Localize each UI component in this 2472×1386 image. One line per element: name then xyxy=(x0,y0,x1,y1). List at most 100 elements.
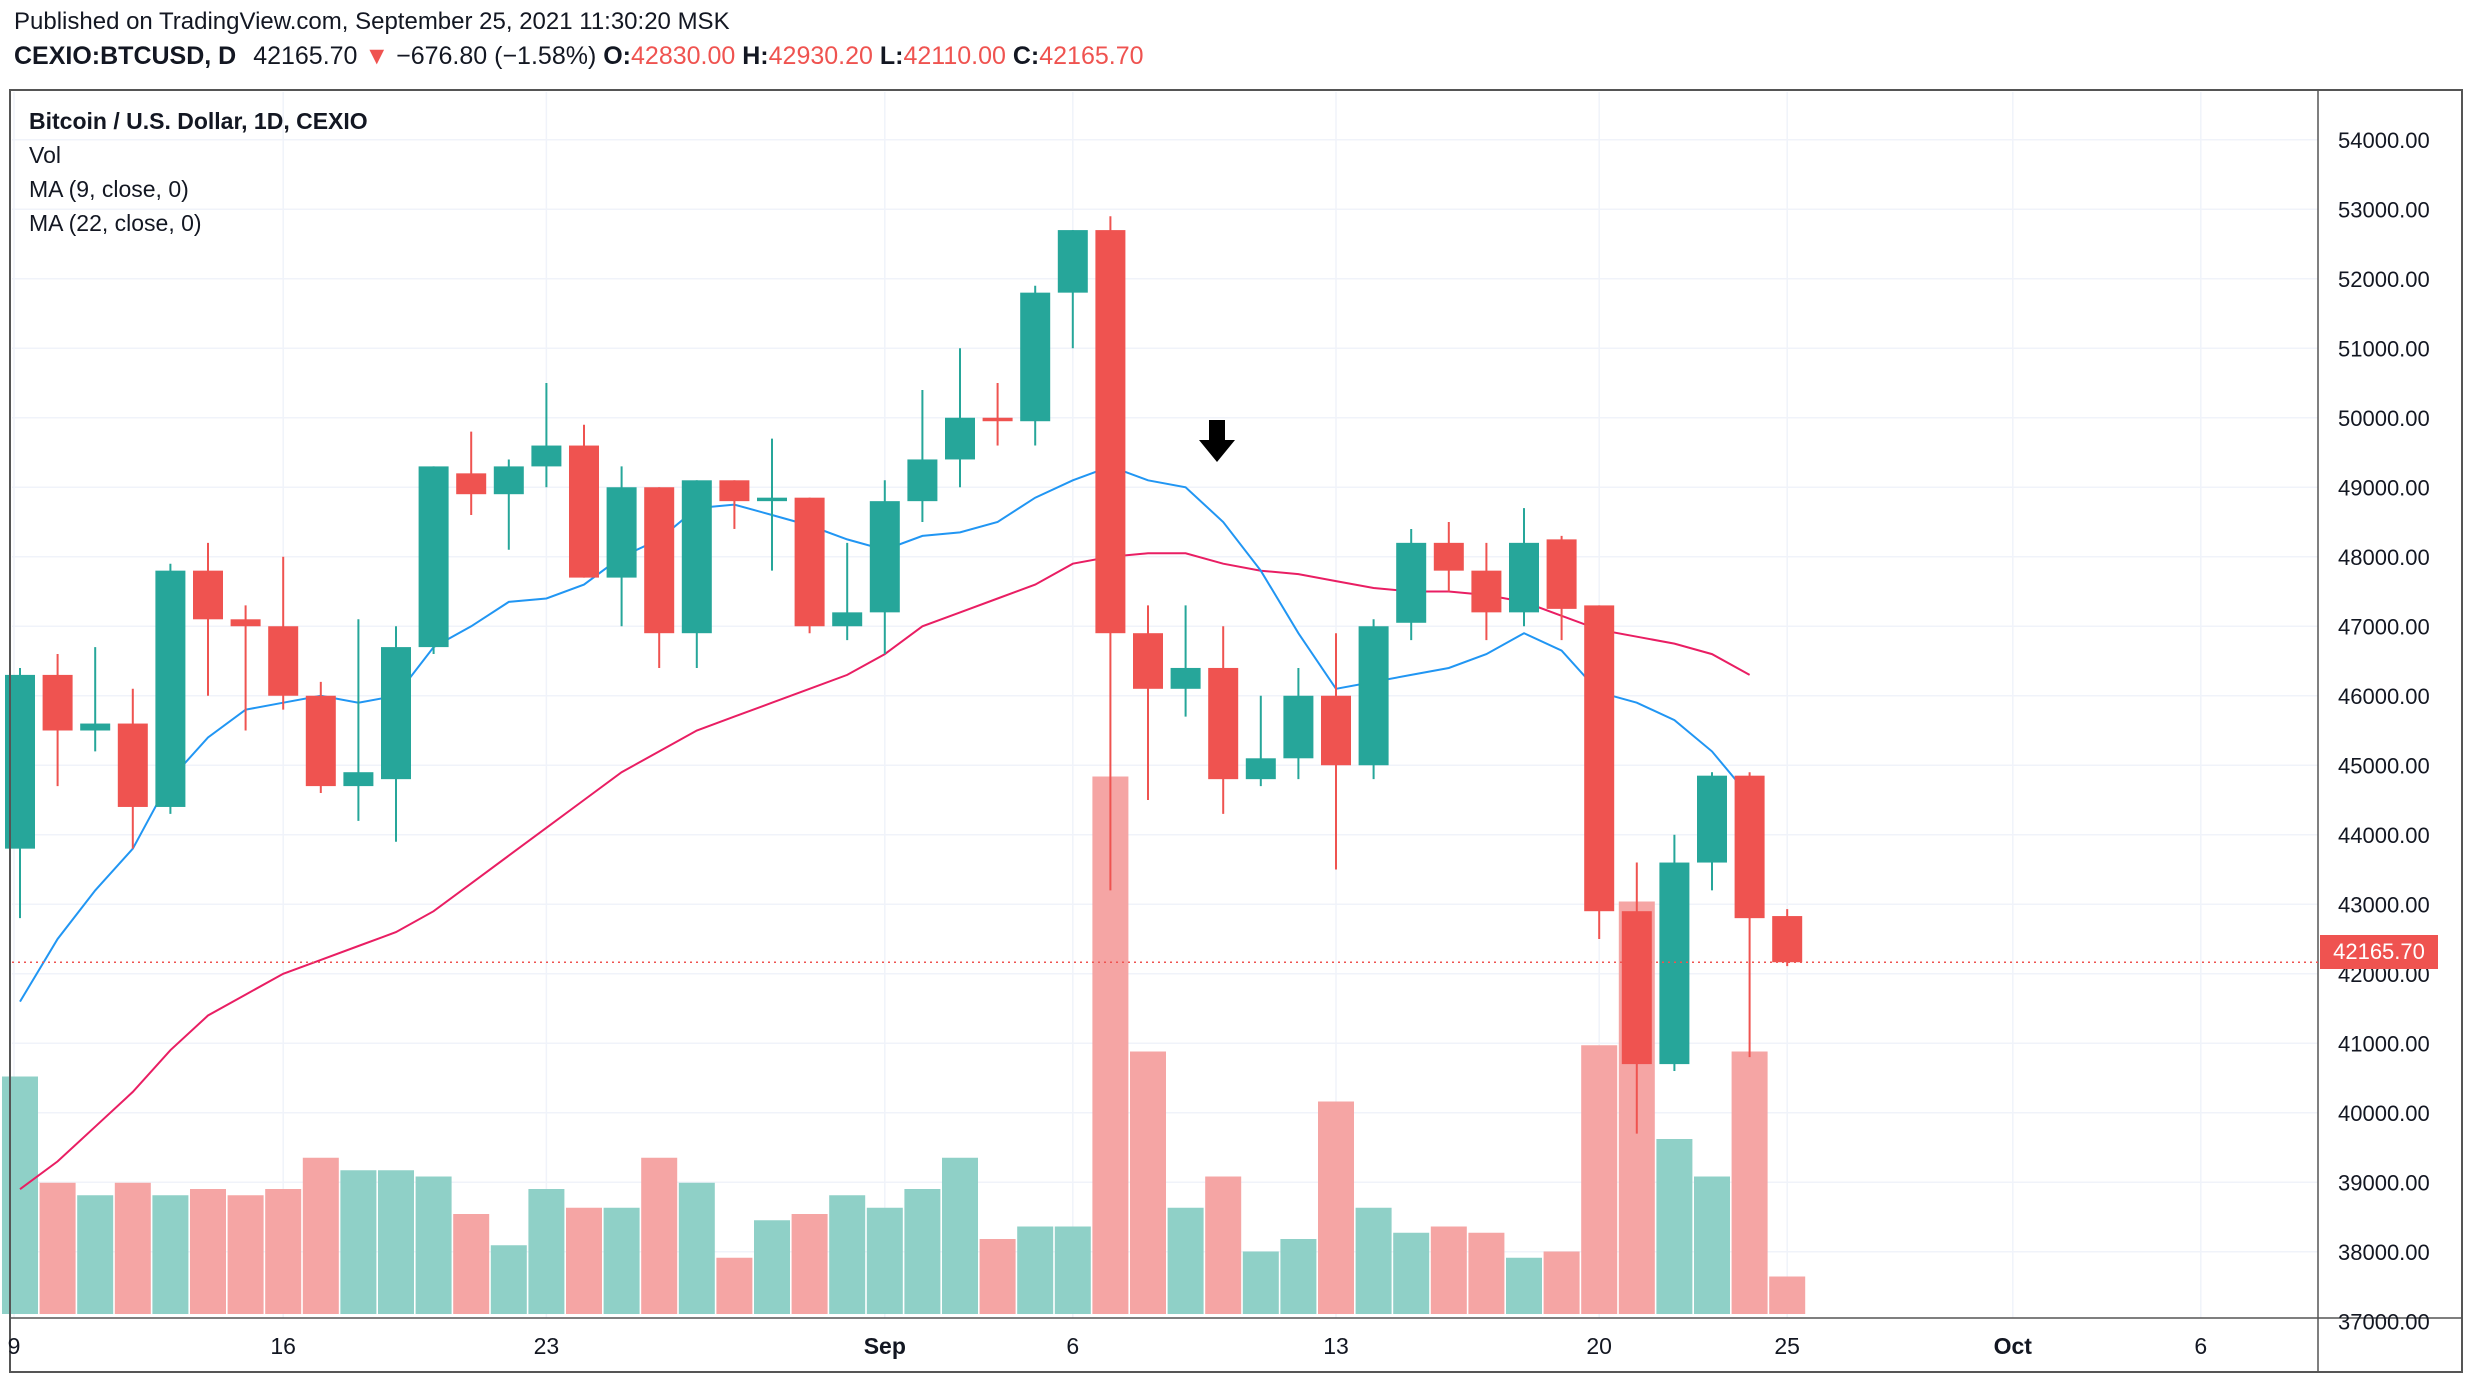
candle xyxy=(982,383,1013,446)
candle xyxy=(719,480,750,529)
volume-bar xyxy=(1130,1051,1166,1314)
price-tick-label: 54000.00 xyxy=(2338,128,2430,153)
time-tick-label: 16 xyxy=(270,1333,296,1359)
legend-volume[interactable]: Vol xyxy=(29,142,61,168)
open-label: O: xyxy=(603,42,632,70)
legend-ma9[interactable]: MA (9, close, 0) xyxy=(29,176,189,202)
volume-bar xyxy=(39,1182,76,1314)
price-tick-label: 50000.00 xyxy=(2338,406,2430,431)
volume-bar xyxy=(114,1182,151,1314)
candle xyxy=(343,619,374,821)
volume-bar xyxy=(1731,1051,1768,1314)
candle-body xyxy=(1697,775,1727,863)
volume-bars xyxy=(2,776,1806,1314)
annotations xyxy=(12,420,2318,963)
price-tick-label: 39000.00 xyxy=(2338,1170,2430,1195)
symbol-name[interactable]: CEXIO:BTCUSD, D xyxy=(14,42,237,70)
candle xyxy=(1546,535,1577,641)
down-arrow-icon: ▼ xyxy=(364,42,390,70)
candle-body xyxy=(117,723,148,807)
candle-body xyxy=(1659,862,1690,1065)
candle-body xyxy=(945,417,975,460)
volume-bar xyxy=(1543,1251,1580,1314)
time-tick-label: Oct xyxy=(1994,1333,2033,1359)
ma22-line xyxy=(19,552,1751,1191)
time-tick-label: 6 xyxy=(1066,1333,1079,1359)
candle xyxy=(117,688,148,849)
candle-body xyxy=(230,619,261,627)
candle-body xyxy=(193,570,223,620)
legend-title[interactable]: Bitcoin / U.S. Dollar, 1D, CEXIO xyxy=(29,108,368,134)
price-tick-label: 37000.00 xyxy=(2338,1309,2430,1334)
volume-bar xyxy=(415,1176,452,1314)
close-value: 42165.70 xyxy=(1039,42,1144,70)
candle xyxy=(1358,619,1389,780)
chart-legend: Bitcoin / U.S. Dollar, 1D, CEXIO Vol MA … xyxy=(29,104,368,240)
candle xyxy=(757,438,787,571)
candle xyxy=(644,487,675,668)
candle-body xyxy=(1621,911,1652,1065)
volume-bar xyxy=(77,1195,114,1314)
volume-bar xyxy=(265,1189,302,1314)
candle-body xyxy=(1546,539,1577,609)
candle xyxy=(569,424,599,578)
candle-body xyxy=(1133,633,1163,689)
price-tick-label: 43000.00 xyxy=(2338,892,2430,917)
price-tick-label: 45000.00 xyxy=(2338,753,2430,778)
time-tick-label: 23 xyxy=(534,1333,560,1359)
candle xyxy=(1734,772,1765,1058)
candle-body xyxy=(1358,626,1389,766)
candle xyxy=(945,348,975,488)
candle xyxy=(493,459,524,550)
volume-bar xyxy=(791,1214,828,1314)
volume-bar xyxy=(378,1170,414,1314)
volume-bar xyxy=(829,1195,866,1314)
volume-bar xyxy=(1581,1045,1618,1314)
high-value: 42930.20 xyxy=(768,42,873,70)
price-tick-label: 46000.00 xyxy=(2338,684,2430,709)
time-tick-label: 20 xyxy=(1586,1333,1612,1359)
candle-body xyxy=(1471,570,1502,613)
volume-bar xyxy=(754,1220,790,1314)
price-tick-label: 44000.00 xyxy=(2338,823,2430,848)
candle-body xyxy=(493,466,524,495)
candle-body xyxy=(681,480,712,634)
candle-body xyxy=(418,466,449,648)
published-note: Published on TradingView.com, September … xyxy=(14,8,730,35)
candle-body xyxy=(531,445,562,467)
price-tick-label: 51000.00 xyxy=(2338,336,2430,361)
legend-ma22[interactable]: MA (22, close, 0) xyxy=(29,210,202,236)
volume-bar xyxy=(942,1157,978,1314)
time-tick-label: 13 xyxy=(1323,1333,1349,1359)
candle xyxy=(1509,508,1539,627)
candle xyxy=(832,542,863,641)
candle xyxy=(1057,230,1088,349)
time-tick-label: Sep xyxy=(864,1333,906,1359)
candle xyxy=(193,542,223,696)
candle-body xyxy=(1396,542,1427,623)
volume-bar xyxy=(340,1170,377,1314)
down-arrow-icon xyxy=(1199,420,1235,462)
candle-body xyxy=(1734,775,1765,919)
candle xyxy=(42,654,73,787)
candle xyxy=(1697,772,1727,891)
candle xyxy=(80,647,111,752)
price-tick-label: 48000.00 xyxy=(2338,545,2430,570)
candle xyxy=(1245,695,1276,787)
chart-frame xyxy=(9,89,2463,1373)
last-price-label: 42165.70 xyxy=(2320,935,2438,969)
candle-body xyxy=(869,501,900,613)
candle xyxy=(1095,216,1126,891)
candle xyxy=(418,466,449,655)
candle-body xyxy=(343,772,374,787)
volume-bar xyxy=(152,1195,189,1314)
volume-bar xyxy=(1506,1257,1542,1314)
candle xyxy=(268,556,299,710)
volume-bar xyxy=(1280,1239,1317,1314)
price-tick-label: 41000.00 xyxy=(2338,1031,2430,1056)
price-change: −676.80 (−1.58%) xyxy=(396,42,597,70)
candle xyxy=(1208,626,1239,814)
volume-bar xyxy=(227,1195,264,1314)
volume-bar xyxy=(1355,1207,1392,1314)
